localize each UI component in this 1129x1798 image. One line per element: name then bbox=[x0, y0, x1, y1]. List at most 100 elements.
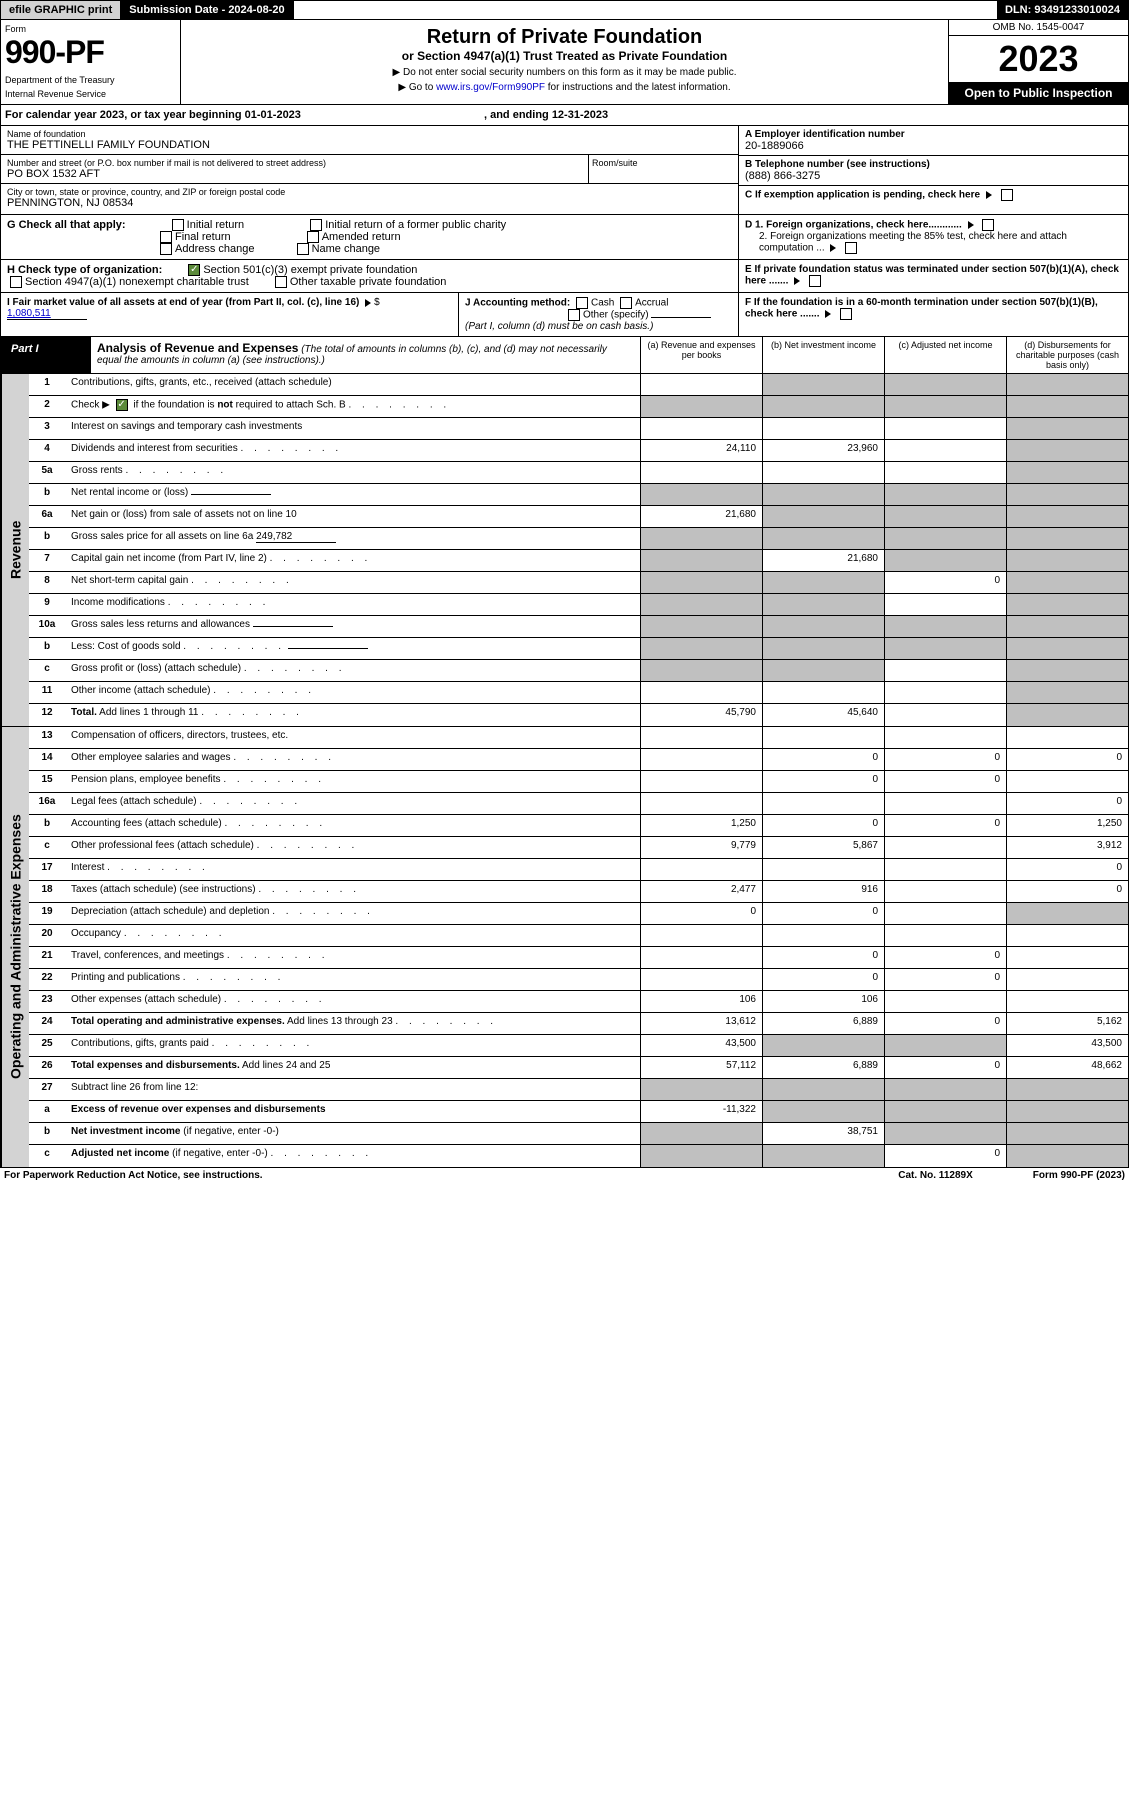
form-title: Return of Private Foundation bbox=[187, 26, 942, 49]
efile-button[interactable]: efile GRAPHIC print bbox=[1, 1, 121, 19]
amount-cell: 24,110 bbox=[640, 440, 762, 461]
amount-cell bbox=[640, 396, 762, 417]
amount-cell bbox=[1006, 704, 1128, 726]
other-taxable-cb[interactable] bbox=[275, 276, 287, 288]
amount-cell: 0 bbox=[1006, 859, 1128, 880]
amount-cell bbox=[640, 374, 762, 395]
line-number: 8 bbox=[29, 572, 65, 593]
amount-cell bbox=[884, 793, 1006, 814]
table-row: cOther professional fees (attach schedul… bbox=[29, 837, 1128, 859]
amount-cell bbox=[762, 1079, 884, 1100]
f-cb[interactable] bbox=[840, 308, 852, 320]
amount-cell bbox=[640, 550, 762, 571]
amount-cell: 1,250 bbox=[640, 815, 762, 836]
amount-cell bbox=[762, 793, 884, 814]
irs-link[interactable]: www.irs.gov/Form990PF bbox=[436, 82, 545, 93]
schb-cb[interactable] bbox=[116, 399, 128, 411]
c-checkbox[interactable] bbox=[1001, 189, 1013, 201]
part1-title: Analysis of Revenue and Expenses bbox=[97, 341, 298, 355]
amount-cell bbox=[1006, 528, 1128, 549]
line-description: Other professional fees (attach schedule… bbox=[65, 837, 640, 858]
accrual-cb[interactable] bbox=[620, 297, 632, 309]
table-row: 16aLegal fees (attach schedule) . . . . … bbox=[29, 793, 1128, 815]
amended-cb[interactable] bbox=[307, 231, 319, 243]
line-description: Total operating and administrative expen… bbox=[65, 1013, 640, 1034]
line-description: Total expenses and disbursements. Add li… bbox=[65, 1057, 640, 1078]
g-row: G Check all that apply: Initial return I… bbox=[0, 215, 1129, 260]
amount-cell bbox=[640, 462, 762, 483]
amount-cell bbox=[884, 550, 1006, 571]
table-row: 3Interest on savings and temporary cash … bbox=[29, 418, 1128, 440]
table-row: 8Net short-term capital gain . . . . . .… bbox=[29, 572, 1128, 594]
amount-cell bbox=[1006, 947, 1128, 968]
form-number: 990-PF bbox=[5, 34, 176, 71]
name-change-cb[interactable] bbox=[297, 243, 309, 255]
amount-cell bbox=[884, 727, 1006, 748]
table-row: 27Subtract line 26 from line 12: bbox=[29, 1079, 1128, 1101]
amount-cell bbox=[1006, 991, 1128, 1012]
4947-cb[interactable] bbox=[10, 276, 22, 288]
e-cb[interactable] bbox=[809, 275, 821, 287]
line-number: 25 bbox=[29, 1035, 65, 1056]
amount-cell bbox=[1006, 462, 1128, 483]
amount-cell: 2,477 bbox=[640, 881, 762, 902]
amount-cell: 106 bbox=[640, 991, 762, 1012]
line-number: a bbox=[29, 1101, 65, 1122]
table-row: 6aNet gain or (loss) from sale of assets… bbox=[29, 506, 1128, 528]
i-label: I Fair market value of all assets at end… bbox=[7, 297, 359, 308]
line-number: 4 bbox=[29, 440, 65, 461]
addr-label: Number and street (or P.O. box number if… bbox=[7, 158, 582, 168]
amount-cell: 13,612 bbox=[640, 1013, 762, 1034]
foundation-name: THE PETTINELLI FAMILY FOUNDATION bbox=[7, 139, 732, 151]
line-number: 17 bbox=[29, 859, 65, 880]
amount-cell: 5,867 bbox=[762, 837, 884, 858]
expenses-side-label: Operating and Administrative Expenses bbox=[1, 727, 29, 1167]
amount-cell bbox=[640, 1123, 762, 1144]
amount-cell bbox=[1006, 594, 1128, 615]
line-number: b bbox=[29, 638, 65, 659]
top-bar: efile GRAPHIC print Submission Date - 20… bbox=[0, 0, 1129, 20]
amount-cell bbox=[884, 1035, 1006, 1056]
amount-cell: 0 bbox=[884, 749, 1006, 770]
amount-cell: 0 bbox=[762, 903, 884, 924]
line-description: Net short-term capital gain . . . . . . … bbox=[65, 572, 640, 593]
amount-cell: 0 bbox=[884, 947, 1006, 968]
amount-cell bbox=[762, 1101, 884, 1122]
amount-cell bbox=[1006, 374, 1128, 395]
addr-change-cb[interactable] bbox=[160, 243, 172, 255]
initial-return-cb[interactable] bbox=[172, 219, 184, 231]
amount-cell bbox=[884, 594, 1006, 615]
amount-cell: 106 bbox=[762, 991, 884, 1012]
arrow-icon bbox=[825, 310, 831, 318]
info-grid: Name of foundation THE PETTINELLI FAMILY… bbox=[0, 126, 1129, 215]
e-label: E If private foundation status was termi… bbox=[745, 264, 1119, 287]
fmv-value[interactable]: 1,080,511 bbox=[7, 308, 87, 320]
revenue-side-label: Revenue bbox=[1, 374, 29, 726]
amount-cell: 23,960 bbox=[762, 440, 884, 461]
501c3-cb[interactable] bbox=[188, 264, 200, 276]
d2-cb[interactable] bbox=[845, 242, 857, 254]
amount-cell bbox=[1006, 1101, 1128, 1122]
arrow-icon bbox=[365, 299, 371, 307]
arrow-icon bbox=[794, 277, 800, 285]
amount-cell bbox=[1006, 682, 1128, 703]
amount-cell bbox=[762, 572, 884, 593]
inline-value bbox=[288, 648, 368, 649]
cash-cb[interactable] bbox=[576, 297, 588, 309]
line-number: b bbox=[29, 484, 65, 505]
line-number: 24 bbox=[29, 1013, 65, 1034]
amount-cell: 0 bbox=[762, 749, 884, 770]
inline-value bbox=[253, 626, 333, 627]
amount-cell: 0 bbox=[884, 815, 1006, 836]
init-former-cb[interactable] bbox=[310, 219, 322, 231]
amount-cell bbox=[884, 462, 1006, 483]
amount-cell: 0 bbox=[884, 1057, 1006, 1078]
phone-label: B Telephone number (see instructions) bbox=[745, 159, 930, 170]
final-return-cb[interactable] bbox=[160, 231, 172, 243]
amount-cell: 0 bbox=[884, 771, 1006, 792]
line-number: 23 bbox=[29, 991, 65, 1012]
other-method-cb[interactable] bbox=[568, 309, 580, 321]
arrow-icon bbox=[830, 244, 836, 252]
d1-cb[interactable] bbox=[982, 219, 994, 231]
form-ref: Form 990-PF (2023) bbox=[1033, 1170, 1125, 1181]
